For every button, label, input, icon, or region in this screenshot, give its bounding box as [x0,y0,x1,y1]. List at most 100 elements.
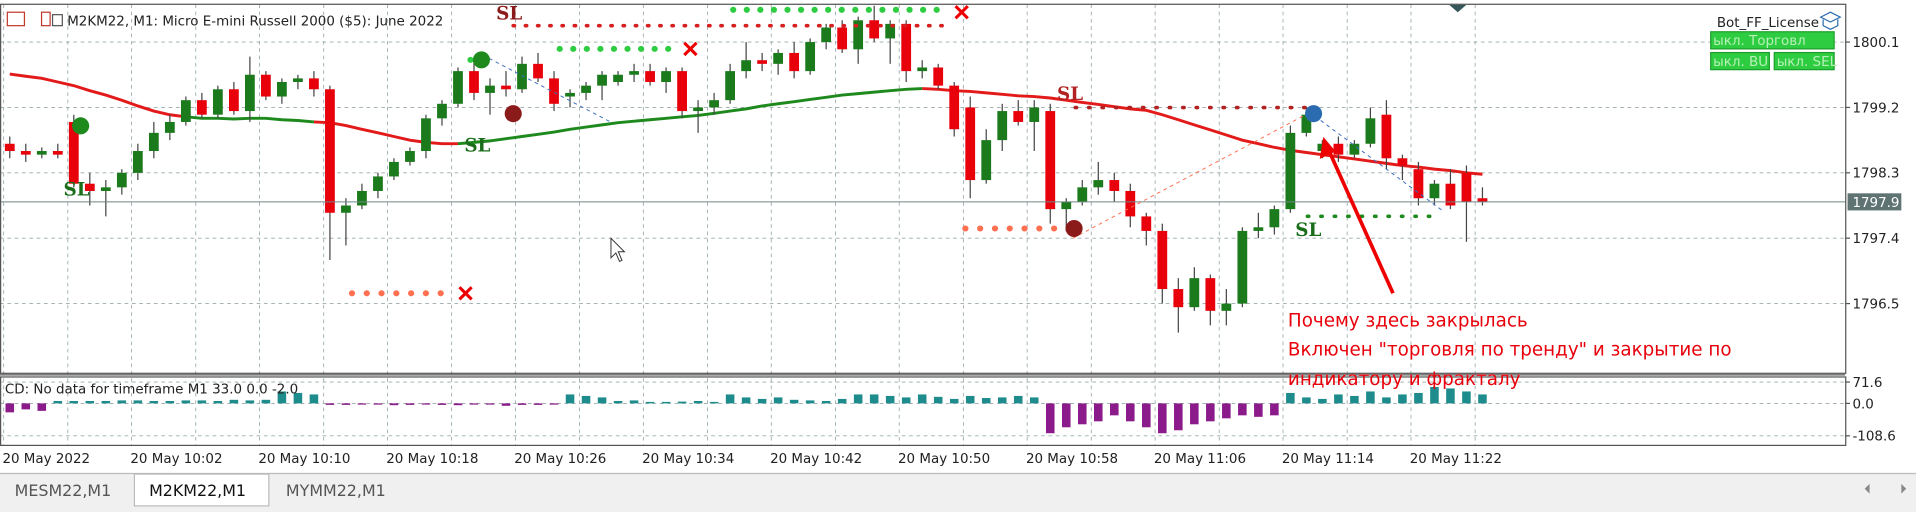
histogram-bar [725,394,735,404]
bot-button[interactable] [1710,31,1835,50]
candle-body [1301,114,1312,133]
candle-body [549,78,559,104]
histogram-bar [1126,403,1135,422]
candle-body [325,89,335,213]
y-tick-label: 1796.5 [1852,297,1899,312]
histogram-bar [1462,391,1471,404]
candle-body [1029,107,1040,122]
entry-icon [472,51,490,69]
candle-body [1013,111,1024,122]
histogram-bar [469,403,479,405]
histogram-bar [325,403,335,405]
sl-label: SL [64,180,90,201]
indicator-frame [0,376,1847,447]
candle-body [1253,227,1264,231]
histogram-bar [1013,395,1023,404]
histogram-bar [133,400,143,404]
exit-icon [1065,219,1083,238]
bot-button-label[interactable]: ыкл. BU [1713,55,1768,70]
candle-body [693,107,703,112]
chart-title: M2KM22, M1: Micro E-mini Russell 2000 ($… [67,15,443,30]
candle-body [997,111,1008,141]
candle-body [901,23,912,72]
candle-body [1141,216,1152,231]
icon [1819,11,1842,31]
exit-icon [504,105,522,123]
tab[interactable]: MESM22,M1 [15,481,112,500]
y-tick-label: 1799.2 [1852,101,1899,116]
histogram-bar [1318,398,1327,404]
histogram-bar [1254,403,1263,417]
histogram-bar [821,401,831,404]
sl-label: SL [496,4,522,25]
candle-body [357,190,367,206]
histogram-bar [757,398,767,404]
tab[interactable]: M2KM22,M1 [149,481,246,500]
y-tick-label: 1800.1 [1852,36,1899,51]
tab-scroll[interactable] [1864,483,1907,494]
y-tick-label: 1798.3 [1852,167,1899,182]
plot [0,5,1846,434]
histogram-bar [5,403,15,413]
bot-button-label[interactable]: ыкл. Торговл [1713,34,1806,49]
candle-body [1349,143,1360,155]
mouse-cursor [610,237,626,263]
annotation: Включен "торговля по тренду" и закрытие … [1288,340,1732,361]
candle-body [228,89,239,112]
bot-button-label[interactable]: ыкл. SEL [1777,55,1838,70]
candle-body [981,140,992,181]
candle-body [261,74,271,97]
candle-body [1061,201,1072,210]
candle-body [52,151,63,155]
candle-body [84,183,95,191]
histogram-bar [885,395,895,404]
x-tick-label: 20 May 10:26 [514,452,606,467]
sl-label: SL [464,136,490,157]
candle-body [148,132,159,152]
y-tick-label: 0.0 [1852,397,1873,412]
histogram-bar [1206,403,1215,422]
histogram-bar [1398,394,1407,404]
candle-body [869,20,880,39]
candle-body [180,100,191,122]
candle-body [132,151,143,173]
bot-button[interactable] [1710,51,1770,71]
candle-body [1445,183,1456,206]
histogram-bar [1430,386,1439,404]
candle-body [20,151,31,155]
histogram-bar [805,400,815,404]
candle-body [1173,289,1184,308]
histogram-bar [69,401,79,404]
histogram-bar [1366,391,1375,404]
histogram-bar [645,401,655,404]
x-tick-label: 20 May 10:42 [770,452,862,467]
histogram-bar [261,399,271,404]
histogram-bar [917,394,927,404]
tab-active[interactable] [133,473,270,507]
candle-body [949,85,960,130]
histogram-bar [53,401,63,404]
y-tick-label: 1797.4 [1852,232,1899,247]
tab[interactable]: MYMM22,M1 [286,481,386,500]
candle-body [533,63,543,79]
histogram-bar [293,392,303,404]
last-price-label: 1797.9 [1852,196,1899,211]
y-tick-label: -108.6 [1852,430,1895,445]
bot-button[interactable] [1773,51,1835,71]
bot-title: Bot_FF_License [1717,16,1819,31]
candle-body [885,23,896,39]
candle-body [212,89,223,115]
histogram-bar [869,394,879,404]
candle-body [1237,230,1248,304]
histogram-bar [1110,403,1119,416]
histogram-bar [277,391,287,404]
candle-body [469,71,479,93]
histogram-bar [213,401,223,404]
candle-body [933,67,944,86]
histogram-bar [453,403,463,406]
trade-line [1072,111,1311,239]
candle-body [757,60,768,64]
histogram-bar [21,403,31,410]
x-tick-label: 20 May 10:18 [386,452,478,467]
main-frame [0,3,1847,374]
